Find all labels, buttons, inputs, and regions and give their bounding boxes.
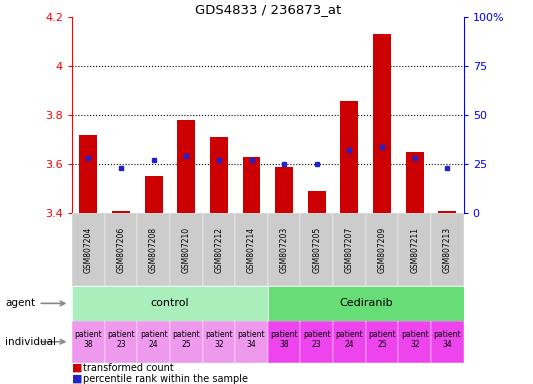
Text: ■: ■	[72, 363, 83, 373]
Bar	[177, 120, 195, 213]
Bar	[301, 213, 333, 286]
Text: GSM807204: GSM807204	[84, 227, 93, 273]
Bar	[268, 321, 301, 363]
Text: patient
38: patient 38	[270, 330, 298, 349]
Text: patient
38: patient 38	[75, 330, 102, 349]
Text: control: control	[151, 298, 189, 308]
Bar	[341, 101, 358, 213]
Bar	[373, 35, 391, 213]
Bar	[170, 213, 203, 286]
Bar	[235, 321, 268, 363]
Bar	[275, 167, 293, 213]
Bar	[308, 191, 326, 213]
Text: patient
32: patient 32	[401, 330, 429, 349]
Bar	[268, 213, 301, 286]
Text: GSM807213: GSM807213	[443, 227, 452, 273]
Text: patient
23: patient 23	[107, 330, 135, 349]
Bar	[203, 213, 235, 286]
Bar	[144, 176, 163, 213]
Bar	[72, 286, 268, 321]
Text: patient
24: patient 24	[336, 330, 364, 349]
Text: ■: ■	[72, 374, 83, 384]
Text: GSM807209: GSM807209	[377, 227, 386, 273]
Text: GSM807208: GSM807208	[149, 227, 158, 273]
Text: individual: individual	[5, 337, 56, 347]
Text: GSM807207: GSM807207	[345, 227, 354, 273]
Text: Cediranib: Cediranib	[339, 298, 393, 308]
Bar	[268, 286, 464, 321]
Bar	[170, 321, 203, 363]
Bar	[112, 211, 130, 213]
Text: percentile rank within the sample: percentile rank within the sample	[83, 374, 248, 384]
Bar	[366, 321, 398, 363]
Bar	[72, 213, 104, 286]
Bar	[398, 213, 431, 286]
Text: GSM807212: GSM807212	[214, 227, 223, 273]
Bar	[137, 213, 170, 286]
Bar	[366, 213, 398, 286]
Text: GSM807205: GSM807205	[312, 227, 321, 273]
Text: GSM807211: GSM807211	[410, 227, 419, 273]
Bar	[431, 213, 464, 286]
Bar	[301, 321, 333, 363]
Bar	[104, 321, 138, 363]
Text: GSM807203: GSM807203	[280, 227, 289, 273]
Bar	[333, 213, 366, 286]
Text: patient
34: patient 34	[238, 330, 265, 349]
Text: patient
23: patient 23	[303, 330, 330, 349]
Bar	[243, 157, 261, 213]
Title: GDS4833 / 236873_at: GDS4833 / 236873_at	[195, 3, 341, 16]
Bar	[439, 211, 456, 213]
Text: GSM807210: GSM807210	[182, 227, 191, 273]
Text: patient
34: patient 34	[433, 330, 461, 349]
Text: transformed count: transformed count	[83, 363, 173, 373]
Bar	[203, 321, 235, 363]
Text: GSM807206: GSM807206	[116, 227, 125, 273]
Bar	[137, 321, 170, 363]
Bar	[406, 152, 424, 213]
Bar	[235, 213, 268, 286]
Bar	[72, 321, 104, 363]
Bar	[210, 137, 228, 213]
Text: agent: agent	[5, 298, 36, 308]
Text: patient
24: patient 24	[140, 330, 167, 349]
Bar	[398, 321, 431, 363]
Text: patient
25: patient 25	[368, 330, 396, 349]
Bar	[431, 321, 464, 363]
Bar	[333, 321, 366, 363]
Text: patient
32: patient 32	[205, 330, 233, 349]
Text: patient
25: patient 25	[172, 330, 200, 349]
Bar	[104, 213, 138, 286]
Bar	[79, 135, 97, 213]
Text: GSM807214: GSM807214	[247, 227, 256, 273]
